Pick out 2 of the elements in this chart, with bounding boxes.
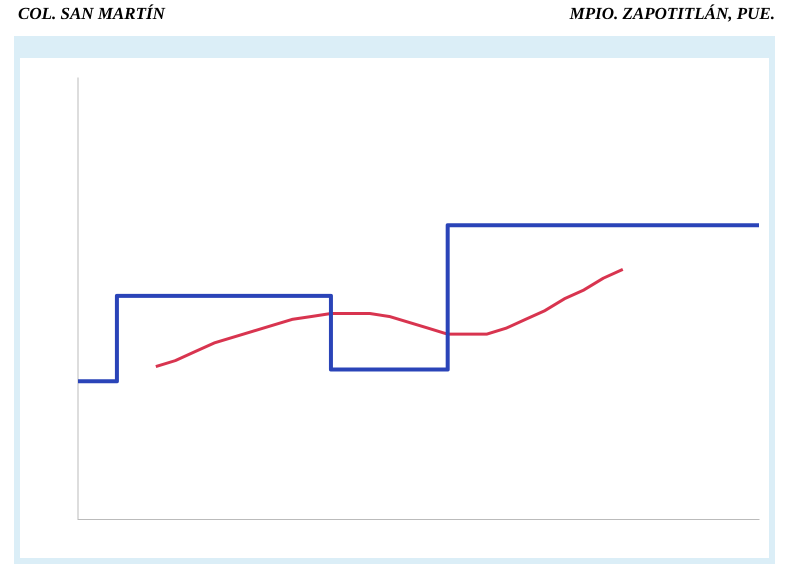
chart-subtitle: MPIO. ZAPOTITLÁN, PUE.: [570, 4, 775, 25]
chart-title: COL. SAN MARTÍN: [18, 4, 165, 25]
